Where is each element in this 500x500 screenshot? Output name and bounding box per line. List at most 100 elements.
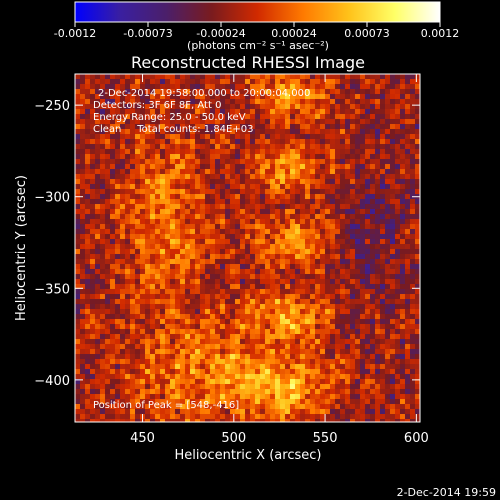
heatmap-cell: [210, 269, 216, 275]
heatmap-cell: [210, 414, 216, 420]
heatmap-cell: [320, 159, 326, 165]
heatmap-cell: [400, 214, 406, 220]
heatmap-cell: [360, 174, 366, 180]
heatmap-cell: [400, 314, 406, 320]
heatmap-cell: [155, 414, 161, 420]
heatmap-cell: [335, 259, 341, 265]
heatmap-cell: [390, 254, 396, 260]
heatmap-cell: [185, 144, 191, 150]
heatmap-cell: [85, 219, 91, 225]
heatmap-cell: [295, 414, 301, 420]
heatmap-cell: [225, 204, 231, 210]
heatmap-cell: [340, 314, 346, 320]
heatmap-cell: [105, 254, 111, 260]
heatmap-cell: [395, 359, 401, 365]
heatmap-cell: [185, 284, 191, 290]
heatmap-cell: [110, 319, 116, 325]
heatmap-cell: [160, 379, 166, 385]
heatmap-cell: [255, 84, 261, 90]
heatmap-cell: [75, 139, 81, 145]
heatmap-cell: [135, 354, 141, 360]
heatmap-cell: [80, 74, 86, 80]
heatmap-cell: [155, 79, 161, 85]
heatmap-cell: [235, 244, 241, 250]
heatmap-cell: [145, 294, 151, 300]
heatmap-cell: [365, 169, 371, 175]
heatmap-cell: [345, 239, 351, 245]
heatmap-cell: [130, 229, 136, 235]
heatmap-cell: [130, 219, 136, 225]
heatmap-cell: [285, 394, 291, 400]
heatmap-cell: [165, 394, 171, 400]
heatmap-cell: [85, 109, 91, 115]
heatmap-cell: [285, 279, 291, 285]
heatmap-cell: [145, 319, 151, 325]
heatmap-cell: [250, 114, 256, 120]
heatmap-cell: [310, 349, 316, 355]
heatmap-cell: [370, 299, 376, 305]
heatmap-cell: [350, 214, 356, 220]
heatmap-cell: [345, 369, 351, 375]
heatmap-cell: [345, 274, 351, 280]
heatmap-cell: [305, 84, 311, 90]
heatmap-cell: [165, 124, 171, 130]
heatmap-cell: [80, 224, 86, 230]
heatmap-cell: [380, 399, 386, 405]
heatmap-cell: [150, 209, 156, 215]
heatmap-cell: [320, 264, 326, 270]
heatmap-cell: [345, 374, 351, 380]
heatmap-cell: [375, 394, 381, 400]
heatmap-cell: [360, 229, 366, 235]
heatmap-cell: [125, 414, 131, 420]
heatmap-cell: [170, 254, 176, 260]
heatmap-cell: [330, 94, 336, 100]
heatmap-cell: [210, 309, 216, 315]
heatmap-cell: [405, 219, 411, 225]
heatmap-cell: [240, 354, 246, 360]
heatmap-cell: [405, 279, 411, 285]
heatmap-cell: [320, 199, 326, 205]
heatmap-cell: [85, 284, 91, 290]
heatmap-cell: [105, 279, 111, 285]
heatmap-cell: [340, 244, 346, 250]
heatmap-cell: [190, 79, 196, 85]
heatmap-cell: [135, 379, 141, 385]
heatmap-cell: [335, 404, 341, 410]
heatmap-cell: [270, 154, 276, 160]
heatmap-cell: [230, 209, 236, 215]
heatmap-cell: [115, 199, 121, 205]
heatmap-cell: [215, 164, 221, 170]
heatmap-cell: [170, 154, 176, 160]
heatmap-cell: [155, 74, 161, 80]
heatmap-cell: [330, 164, 336, 170]
heatmap-cell: [335, 354, 341, 360]
heatmap-cell: [125, 244, 131, 250]
heatmap-cell: [145, 349, 151, 355]
heatmap-cell: [305, 184, 311, 190]
heatmap-cell: [295, 119, 301, 125]
heatmap-cell: [250, 179, 256, 185]
heatmap-cell: [270, 84, 276, 90]
heatmap-cell: [335, 189, 341, 195]
heatmap-cell: [130, 369, 136, 375]
heatmap-cell: [330, 174, 336, 180]
heatmap-cell: [400, 334, 406, 340]
heatmap-cell: [250, 394, 256, 400]
heatmap-cell: [90, 89, 96, 95]
heatmap-cell: [180, 314, 186, 320]
heatmap-cell: [265, 94, 271, 100]
colorbar-units: (photons cm⁻² s⁻¹ asec⁻²): [187, 39, 329, 52]
heatmap-cell: [175, 114, 181, 120]
heatmap-cell: [350, 189, 356, 195]
heatmap-cell: [125, 149, 131, 155]
heatmap-cell: [235, 259, 241, 265]
heatmap-cell: [290, 154, 296, 160]
heatmap-cell: [185, 359, 191, 365]
heatmap-cell: [360, 279, 366, 285]
heatmap-cell: [245, 269, 251, 275]
heatmap-cell: [385, 239, 391, 245]
heatmap-cell: [260, 394, 266, 400]
heatmap-cell: [175, 414, 181, 420]
heatmap-cell: [140, 319, 146, 325]
heatmap-cell: [375, 414, 381, 420]
